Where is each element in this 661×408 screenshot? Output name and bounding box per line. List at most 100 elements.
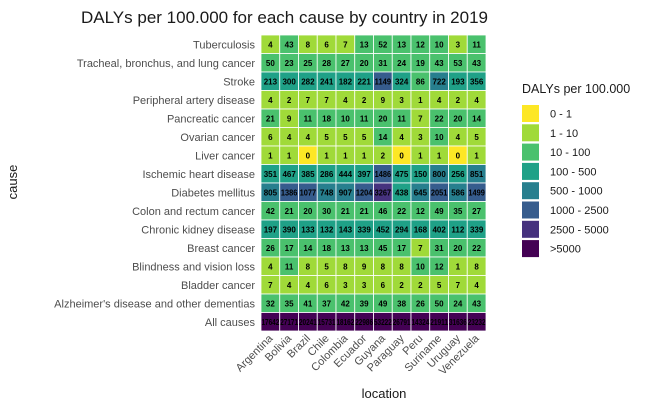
cell-value-label: 2 <box>287 96 292 105</box>
cell-value-label: 46 <box>378 207 387 216</box>
legend-label: 0 - 1 <box>550 109 572 121</box>
cell-value-label: 339 <box>470 225 484 234</box>
cell-value-label: 1486 <box>375 170 392 179</box>
cell-value-label: 143 <box>339 225 353 234</box>
cell-value-label: 8 <box>474 262 479 271</box>
cell-value-label: 1 <box>287 151 292 160</box>
cell-value-label: 31 <box>378 59 387 68</box>
cell-value-label: 4 <box>268 96 273 105</box>
cell-value-label: 14 <box>303 244 312 253</box>
cell-value-label: 12 <box>435 262 444 271</box>
cell-value-label: 45 <box>378 244 387 253</box>
cell-value-label: 1 <box>418 96 423 105</box>
cell-value-label: 0 <box>456 151 461 160</box>
cell-value-label: 397 <box>357 170 371 179</box>
cell-value-label: 5 <box>474 133 479 142</box>
cell-value-label: 24 <box>397 59 406 68</box>
cell-value-label: 9 <box>381 96 386 105</box>
cell-value-label: 1149 <box>375 77 392 86</box>
cell-value-label: 241 <box>320 77 334 86</box>
cell-value-label: 13 <box>397 40 406 49</box>
cell-value-label: 351 <box>264 170 278 179</box>
cell-value-label: 35 <box>453 207 462 216</box>
cell-value-label: 7 <box>418 114 423 123</box>
cell-value-label: 4 <box>474 96 479 105</box>
cell-value-label: 1386 <box>281 188 298 197</box>
y-axis-tick-labels: Tuberculosis Tracheal, bronchus, and lung… <box>54 39 255 329</box>
cell-value-label: 5 <box>343 133 348 142</box>
cell-value-label: 133 <box>301 225 315 234</box>
cell-value-label: 20 <box>303 207 312 216</box>
cell-value-label: 7 <box>324 96 329 105</box>
cell-value-label: 8 <box>306 262 311 271</box>
cell-value-label: 27171 <box>280 318 298 327</box>
cell-value-label: 907 <box>339 188 353 197</box>
cell-value-label: 1499 <box>468 188 485 197</box>
cell-value-label: 722 <box>432 77 446 86</box>
cell-value-label: 20241 <box>299 318 317 327</box>
cell-value-label: 197 <box>264 225 278 234</box>
cell-value-label: 6 <box>324 40 329 49</box>
cell-value-label: 52 <box>378 40 387 49</box>
cell-value-label: 4 <box>287 133 292 142</box>
cell-value-label: 13 <box>360 40 369 49</box>
cell-value-label: 11 <box>397 114 406 123</box>
cell-value-label: 20 <box>453 114 462 123</box>
y-tick-label: Stroke <box>223 76 255 88</box>
cell-value-label: 12 <box>416 40 425 49</box>
cell-value-label: 38 <box>397 299 406 308</box>
legend-swatch <box>522 201 539 219</box>
cell-value-label: 20 <box>378 114 387 123</box>
cell-value-label: 15731 <box>318 318 336 327</box>
cell-value-label: 14324 <box>412 318 430 327</box>
cell-value-label: 49 <box>378 299 387 308</box>
cell-value-label: 22986 <box>355 318 373 327</box>
cell-value-label: 30 <box>322 207 331 216</box>
cell-value-label: 221 <box>357 77 371 86</box>
cell-value-label: 14 <box>472 114 481 123</box>
cell-value-label: 9 <box>362 262 367 271</box>
legend-label: 1000 - 2500 <box>550 205 609 217</box>
cell-value-label: 1 <box>268 151 273 160</box>
cell-value-label: 11 <box>472 40 481 49</box>
cell-value-label: 1077 <box>300 188 317 197</box>
cell-value-label: 168 <box>414 225 428 234</box>
legend: DALYs per 100.000 0 - 1 1 - 10 10 - 100 100… <box>522 82 630 258</box>
cell-value-label: 1 <box>343 151 348 160</box>
y-tick-label: Blindness and vision loss <box>132 261 255 273</box>
cell-value-label: 12 <box>416 207 425 216</box>
y-tick-label: Alzheimer's disease and other dementias <box>54 298 255 310</box>
cell-value-label: 4 <box>268 262 273 271</box>
legend-swatch <box>522 220 539 238</box>
cell-value-label: 748 <box>320 188 334 197</box>
legend-swatch <box>522 182 539 200</box>
cell-value-label: 324 <box>395 77 409 86</box>
cell-value-label: 28 <box>322 59 331 68</box>
legend-swatch <box>522 162 539 180</box>
cell-value-label: 402 <box>432 225 446 234</box>
y-tick-label: Colon and rectum cancer <box>132 206 255 218</box>
cell-value-label: 356 <box>470 77 484 86</box>
cell-value-label: 13 <box>360 244 369 253</box>
cell-value-label: 438 <box>395 188 409 197</box>
cell-value-label: 3 <box>418 133 423 142</box>
cell-value-label: 26 <box>416 299 425 308</box>
cell-value-label: 18 <box>322 244 331 253</box>
cell-value-label: 23 <box>285 59 294 68</box>
y-axis-title: cause <box>5 165 20 200</box>
cell-value-label: 193 <box>451 77 465 86</box>
cell-value-label: 4 <box>474 281 479 290</box>
cell-value-label: 21 <box>360 207 369 216</box>
cell-value-label: 13 <box>341 244 350 253</box>
cell-value-label: 31 <box>435 244 444 253</box>
cell-value-label: 10 <box>341 114 350 123</box>
cell-value-label: 645 <box>414 188 428 197</box>
cell-value-label: 1204 <box>356 188 373 197</box>
cell-value-label: 11 <box>285 262 294 271</box>
cell-value-label: 851 <box>470 170 484 179</box>
cell-value-label: 17642 <box>262 318 280 327</box>
cell-value-label: 43 <box>472 59 481 68</box>
cell-value-label: 43 <box>472 299 481 308</box>
